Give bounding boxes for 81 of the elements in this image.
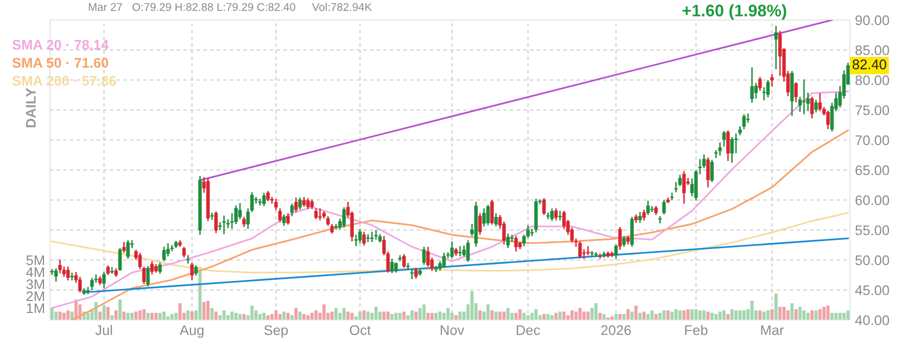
text: +1.60 (1.98%) — [682, 4, 786, 20]
y2-tick-label: 3M — [26, 279, 44, 290]
bar — [470, 291, 474, 320]
bar — [790, 303, 794, 320]
y2-tick-label: 4M — [26, 267, 44, 278]
bar — [250, 306, 254, 320]
bar — [826, 306, 830, 320]
bar — [774, 294, 778, 320]
bar — [322, 304, 326, 320]
bar — [690, 309, 694, 320]
candlestick — [754, 82, 758, 100]
bar — [750, 300, 754, 320]
x-tick-label: Jul — [95, 324, 112, 336]
candlestick — [646, 200, 650, 216]
bar — [334, 308, 338, 320]
x-tick-label: Feb — [685, 324, 708, 336]
candlestick — [374, 229, 378, 240]
bar — [534, 309, 538, 320]
x-tick-label: Dec — [516, 325, 540, 336]
y-tick-label: 50.00 — [855, 255, 890, 266]
bar — [210, 308, 214, 320]
x-tick-label: Aug — [180, 325, 204, 338]
bar — [634, 306, 638, 320]
y-tick-label: 80.00 — [855, 75, 890, 86]
y-tick-label: 60.00 — [856, 195, 890, 206]
bar — [486, 304, 490, 320]
text: SMA 20 · 78.14 — [12, 40, 109, 50]
candlestick — [58, 258, 62, 274]
bar — [818, 309, 822, 320]
text: O:79.29 H:82.88 L:79.29 C:82.40 — [132, 3, 296, 11]
y-tick-label: 75.00 — [856, 105, 890, 116]
y2-tick-label: 2M — [26, 291, 44, 302]
y-tick-label: 55.00 — [855, 225, 890, 236]
bar — [206, 300, 210, 320]
bar — [506, 308, 510, 320]
bar — [686, 309, 690, 320]
bar — [626, 309, 630, 320]
bar — [342, 308, 346, 320]
bar — [694, 309, 698, 320]
line-series — [51, 90, 849, 309]
text: SMA 50 · 71.60 — [12, 58, 108, 68]
x-tick-label: Sep — [264, 325, 288, 338]
text: DAILY — [26, 88, 36, 128]
y2-tick-label: 5M — [26, 255, 44, 266]
bar — [142, 309, 146, 320]
y-tick-label: 45.00 — [855, 285, 890, 296]
bar — [846, 310, 850, 320]
y-tick-label: 90.00 — [856, 15, 890, 26]
candlestick — [290, 202, 294, 217]
bar — [102, 306, 106, 320]
line-series — [51, 212, 849, 274]
bar — [178, 303, 182, 320]
bar — [518, 309, 522, 320]
candlestick — [526, 224, 530, 238]
bar — [418, 308, 422, 320]
bar — [294, 308, 298, 320]
y-tick-label: 65.00 — [856, 165, 890, 176]
bar — [794, 309, 798, 320]
bar — [446, 308, 450, 320]
y-tick-label: 85.00 — [855, 45, 890, 56]
y2-tick-label: 1M — [26, 303, 44, 314]
text: Vol:782.94K — [312, 2, 372, 11]
y-tick-label: 40.00 — [855, 315, 890, 326]
bar — [674, 309, 678, 320]
bar — [422, 304, 426, 320]
bar — [770, 309, 774, 320]
bar — [118, 300, 122, 320]
x-tick-label: 2026 — [601, 325, 631, 336]
x-tick-label: Oct — [350, 325, 371, 336]
bar — [594, 303, 598, 320]
y-tick-label: 70.00 — [856, 135, 890, 146]
bar — [202, 302, 206, 320]
x-tick-label: Nov — [440, 325, 464, 336]
bar — [578, 308, 582, 320]
text: Mar 27 — [88, 3, 122, 11]
x-tick-label: Mar — [761, 325, 784, 336]
line-series — [71, 130, 849, 320]
annotation: 82.40 — [852, 59, 886, 70]
bar — [730, 309, 734, 320]
candlestick — [494, 212, 498, 228]
text: SMA 200 · 57.86 — [12, 76, 116, 86]
